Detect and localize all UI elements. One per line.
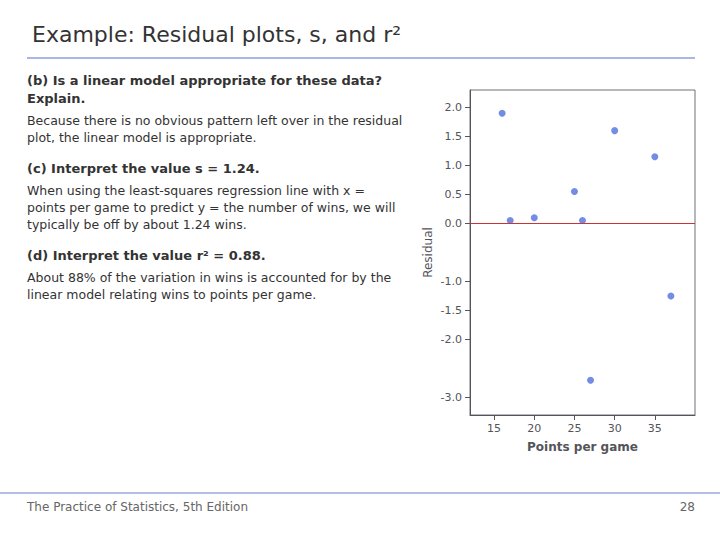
svg-text:Explain.: Explain. <box>27 91 85 106</box>
svg-text:About 88% of the variation in: About 88% of the variation in wins is ac… <box>27 270 392 285</box>
svg-text:2.0: 2.0 <box>445 101 463 114</box>
svg-text:0.5: 0.5 <box>445 188 463 201</box>
svg-text:linear model relating wins to: linear model relating wins to points per… <box>27 287 316 302</box>
svg-text:(c) Interpret the value s = 1.: (c) Interpret the value s = 1.24. <box>27 161 260 176</box>
svg-text:0.0: 0.0 <box>445 217 463 230</box>
svg-text:Residual: Residual <box>421 227 435 278</box>
svg-text:1.5: 1.5 <box>445 130 463 143</box>
svg-text:28: 28 <box>680 500 695 514</box>
svg-text:The Practice of Statistics, 5t: The Practice of Statistics, 5th Edition <box>26 500 248 514</box>
svg-text:20: 20 <box>527 422 541 435</box>
svg-text:15: 15 <box>487 422 501 435</box>
svg-text:35: 35 <box>648 422 662 435</box>
svg-text:(d) Interpret the value r² = 0: (d) Interpret the value r² = 0.88. <box>27 248 266 263</box>
svg-text:30: 30 <box>608 422 622 435</box>
svg-text:Points per game: Points per game <box>527 440 638 454</box>
svg-text:-1.5: -1.5 <box>441 304 462 317</box>
svg-text:plot, the linear model is appr: plot, the linear model is appropriate. <box>27 130 256 145</box>
svg-text:Example: Residual plots, s, an: Example: Residual plots, s, and r² <box>32 22 401 47</box>
svg-text:-2.0: -2.0 <box>441 333 462 346</box>
svg-text:points per game to predict y =: points per game to predict y = the numbe… <box>27 200 395 215</box>
svg-text:When using the least-squares r: When using the least-squares regression … <box>27 183 365 198</box>
svg-text:typically be off by about 1.24: typically be off by about 1.24 wins. <box>27 217 247 232</box>
svg-text:-3.0: -3.0 <box>441 391 462 404</box>
svg-text:Because there is no obvious pa: Because there is no obvious pattern left… <box>27 113 402 128</box>
svg-text:-1.0: -1.0 <box>441 275 462 288</box>
svg-text:(b) Is a linear model appropri: (b) Is a linear model appropriate for th… <box>27 73 382 88</box>
svg-text:25: 25 <box>567 422 581 435</box>
svg-text:1.0: 1.0 <box>445 159 463 172</box>
